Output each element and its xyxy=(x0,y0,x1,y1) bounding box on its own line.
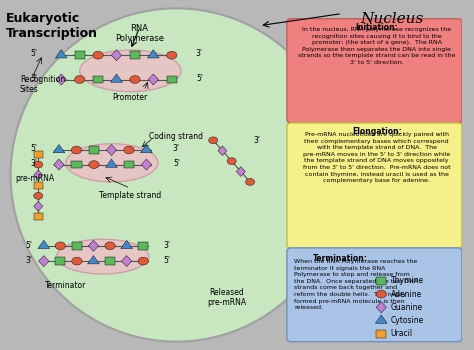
Bar xyxy=(376,277,386,285)
Text: In the nucleus, RNA polymerase recognizes the
recognition sites causing it to bi: In the nucleus, RNA polymerase recognize… xyxy=(298,27,456,65)
Circle shape xyxy=(209,137,218,144)
Bar xyxy=(34,151,43,158)
Text: Elongation:: Elongation: xyxy=(352,127,401,136)
Text: 5': 5' xyxy=(30,49,37,58)
Text: RNA
Polymerase: RNA Polymerase xyxy=(115,24,164,43)
Polygon shape xyxy=(141,145,152,153)
Bar xyxy=(34,213,43,220)
Circle shape xyxy=(72,257,82,265)
Polygon shape xyxy=(53,145,65,153)
Polygon shape xyxy=(54,159,64,170)
Text: Termination:: Termination: xyxy=(312,254,367,263)
Text: Nucleus: Nucleus xyxy=(361,12,424,26)
Text: 3': 3' xyxy=(173,145,180,153)
Polygon shape xyxy=(56,74,66,85)
Polygon shape xyxy=(88,256,100,264)
Text: Template strand: Template strand xyxy=(99,191,162,199)
Text: 3': 3' xyxy=(254,136,261,145)
Polygon shape xyxy=(121,256,132,267)
Circle shape xyxy=(34,193,43,199)
Polygon shape xyxy=(55,50,67,58)
Bar xyxy=(167,76,177,83)
Text: 3': 3' xyxy=(26,256,33,265)
Polygon shape xyxy=(148,74,158,85)
Text: Pre-mRNA nucleotides are quickly paired with
their complementary bases which cor: Pre-mRNA nucleotides are quickly paired … xyxy=(303,132,450,183)
Circle shape xyxy=(138,257,148,265)
FancyBboxPatch shape xyxy=(287,248,462,342)
Bar xyxy=(34,182,43,189)
Text: 5': 5' xyxy=(30,145,37,153)
FancyBboxPatch shape xyxy=(287,123,462,248)
Text: 3': 3' xyxy=(164,241,171,250)
Circle shape xyxy=(105,242,115,250)
Bar xyxy=(71,161,82,168)
Circle shape xyxy=(376,290,386,298)
Polygon shape xyxy=(34,201,43,211)
Bar xyxy=(124,161,134,168)
Polygon shape xyxy=(141,159,152,170)
Polygon shape xyxy=(121,240,133,248)
Polygon shape xyxy=(218,146,227,155)
Polygon shape xyxy=(111,50,122,61)
Circle shape xyxy=(93,51,103,59)
Circle shape xyxy=(124,146,134,154)
Circle shape xyxy=(130,76,140,83)
Polygon shape xyxy=(106,159,118,167)
Ellipse shape xyxy=(80,50,181,92)
Text: 5': 5' xyxy=(164,256,171,265)
Text: 5': 5' xyxy=(196,74,203,83)
Bar xyxy=(376,330,386,337)
Polygon shape xyxy=(106,145,117,155)
Polygon shape xyxy=(110,74,122,82)
Polygon shape xyxy=(38,240,50,248)
Text: Recognition
Sites: Recognition Sites xyxy=(20,75,65,94)
Ellipse shape xyxy=(10,8,342,342)
Polygon shape xyxy=(376,302,386,313)
Ellipse shape xyxy=(57,239,149,274)
Circle shape xyxy=(246,178,255,186)
Text: Eukaryotic
Transcription: Eukaryotic Transcription xyxy=(6,12,98,40)
Text: 5': 5' xyxy=(26,241,33,250)
Text: Thymine: Thymine xyxy=(391,276,424,285)
Bar xyxy=(93,76,103,83)
Text: Adenine: Adenine xyxy=(391,289,422,299)
Text: Cytosine: Cytosine xyxy=(391,316,424,325)
Circle shape xyxy=(89,161,99,168)
Circle shape xyxy=(71,146,82,154)
Ellipse shape xyxy=(66,144,158,182)
Bar xyxy=(74,51,85,59)
Polygon shape xyxy=(147,50,159,58)
Text: pre-mRNA: pre-mRNA xyxy=(15,174,55,183)
Text: 5': 5' xyxy=(173,159,180,168)
Text: When the RNA Polymerase reaches the
terminator it signals the RNA
Polymerase to : When the RNA Polymerase reaches the term… xyxy=(294,259,419,310)
Circle shape xyxy=(34,161,43,168)
Text: 3': 3' xyxy=(196,49,203,58)
Circle shape xyxy=(227,158,236,164)
Text: 3': 3' xyxy=(30,74,37,83)
Circle shape xyxy=(55,242,65,250)
Bar xyxy=(130,51,140,59)
Polygon shape xyxy=(34,170,43,180)
Text: Guanine: Guanine xyxy=(391,303,423,312)
FancyBboxPatch shape xyxy=(287,19,462,123)
Text: Coding strand: Coding strand xyxy=(149,132,203,141)
Polygon shape xyxy=(38,256,49,267)
Polygon shape xyxy=(237,167,246,176)
Bar xyxy=(55,257,65,265)
Text: Terminator: Terminator xyxy=(45,281,87,290)
Polygon shape xyxy=(375,315,387,323)
Text: 3': 3' xyxy=(30,159,37,168)
Circle shape xyxy=(74,76,85,83)
Circle shape xyxy=(167,51,177,59)
Bar xyxy=(105,257,115,265)
Text: Released
pre-mRNA: Released pre-mRNA xyxy=(208,288,246,307)
Bar xyxy=(89,146,99,154)
Polygon shape xyxy=(88,240,99,251)
Text: Promoter: Promoter xyxy=(113,93,148,103)
Text: Uracil: Uracil xyxy=(391,329,413,338)
Bar xyxy=(72,242,82,250)
Text: Initiation:: Initiation: xyxy=(356,23,398,32)
Bar xyxy=(138,242,148,250)
